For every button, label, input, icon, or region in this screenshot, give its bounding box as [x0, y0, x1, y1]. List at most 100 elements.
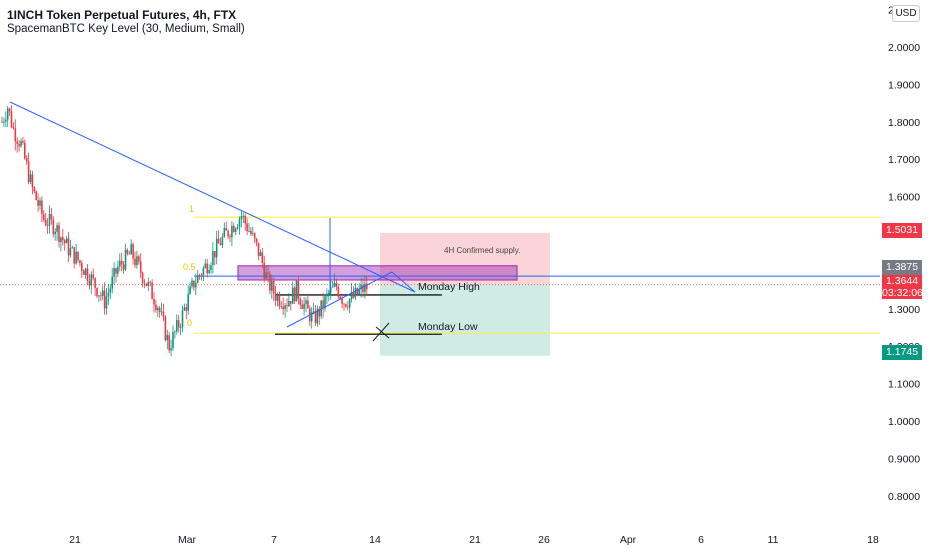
candle-body: [157, 307, 159, 311]
countdown-timer: 03:32:06: [882, 287, 923, 299]
candle-body: [335, 282, 338, 287]
candle: [252, 226, 254, 236]
currency-button[interactable]: USD: [892, 5, 920, 22]
candle-body: [290, 301, 292, 304]
candle: [303, 297, 305, 316]
candle-body: [134, 258, 136, 266]
candle-body: [181, 310, 184, 328]
candle-body: [176, 320, 178, 332]
candle-body: [267, 272, 269, 274]
candle: [284, 303, 286, 318]
candle-body: [210, 265, 212, 270]
candle-body: [43, 214, 45, 220]
candle: [328, 289, 330, 302]
candle-body: [147, 281, 150, 286]
candle: [326, 288, 328, 305]
candle: [204, 258, 207, 269]
candle: [54, 228, 56, 241]
candle: [155, 299, 157, 313]
zones-layer: [237, 232, 550, 356]
candle-body: [44, 219, 47, 226]
candle-body: [206, 263, 208, 274]
candle: [240, 211, 243, 228]
candle-body: [331, 286, 334, 288]
candle: [253, 232, 256, 243]
triangle-apex-line: [391, 271, 416, 293]
candle: [238, 216, 241, 235]
indicator-legend[interactable]: SpacemanBTC Key Level (30, Medium, Small…: [7, 23, 245, 35]
candle: [147, 277, 150, 291]
candle-body: [272, 281, 275, 294]
candle: [128, 250, 131, 255]
candle: [267, 264, 269, 283]
candle: [187, 285, 189, 315]
candle: [10, 105, 13, 129]
drawings-layer: [9, 101, 416, 342]
candle-body: [41, 200, 43, 215]
candle-body: [109, 288, 112, 293]
candle-body: [5, 119, 7, 122]
candle: [324, 294, 326, 312]
candle-body: [168, 335, 170, 351]
candle-body: [46, 225, 49, 227]
candle: [35, 190, 37, 201]
candle: [248, 222, 250, 233]
candle-body: [364, 283, 366, 292]
candle: [130, 239, 132, 255]
candle-body: [25, 158, 28, 162]
candle-body: [8, 108, 11, 112]
candle-body: [236, 227, 239, 229]
candle-body: [120, 260, 123, 265]
candle: [119, 253, 121, 272]
candle-body: [54, 231, 56, 235]
price-axis[interactable]: 2.10002.00001.90001.80001.70001.60001.50…: [888, 5, 920, 503]
candle-body: [105, 296, 108, 309]
candle-body: [37, 200, 39, 206]
candle: [255, 238, 258, 247]
candle: [295, 280, 298, 302]
candle-body: [208, 269, 210, 274]
candle-body: [103, 290, 106, 309]
candle-body: [132, 244, 134, 259]
time-tick-label: 6: [698, 534, 704, 546]
candle-body: [31, 174, 34, 188]
candle: [280, 301, 283, 309]
candle: [153, 292, 155, 313]
candle: [62, 229, 64, 246]
candle-body: [69, 248, 72, 256]
candle-body: [189, 286, 191, 294]
candle: [37, 193, 39, 212]
candle-body: [358, 289, 360, 295]
candle: [58, 221, 60, 248]
candle-body: [244, 215, 246, 224]
candle: [16, 137, 18, 153]
time-tick-label: 14: [369, 534, 381, 546]
price-tick-label: 1.0000: [888, 416, 920, 428]
candle: [343, 302, 345, 311]
candle: [282, 297, 284, 315]
candle-body: [284, 305, 286, 310]
stop-price-label: 1.1745: [882, 345, 922, 360]
candle-body: [48, 214, 51, 226]
candle-body: [82, 270, 85, 275]
candle-body: [3, 121, 5, 123]
candle-body: [360, 284, 362, 290]
candle: [278, 291, 281, 310]
time-axis[interactable]: 21 Mar 7 14 21 26 Apr 6 11 18: [69, 534, 879, 546]
candle-body: [229, 236, 231, 238]
candle: [157, 305, 159, 317]
candle-body: [73, 247, 75, 264]
candle-body: [170, 348, 172, 351]
candle-body: [149, 281, 151, 283]
candle: [193, 280, 195, 291]
candle-body: [299, 298, 302, 305]
candle: [48, 205, 51, 234]
candle: [12, 122, 15, 130]
candle-body: [246, 223, 248, 232]
time-tick-label: 21: [69, 534, 81, 546]
candle-body: [119, 260, 121, 267]
candle: [88, 273, 91, 290]
candle-body: [20, 141, 22, 147]
candle-body: [356, 288, 359, 295]
